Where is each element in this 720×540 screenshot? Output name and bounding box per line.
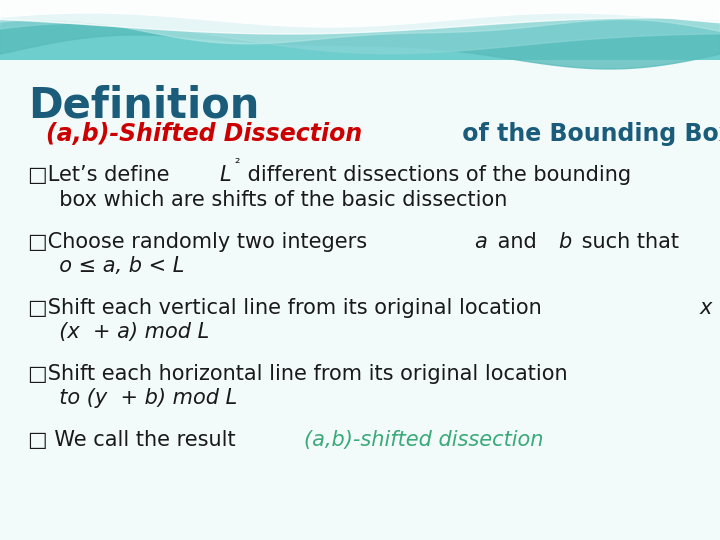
Text: □Shift each horizontal line from its original location: □Shift each horizontal line from its ori… <box>28 364 575 384</box>
Text: x: x <box>699 298 712 318</box>
Text: o ≤ a, b < L: o ≤ a, b < L <box>46 256 184 276</box>
Text: different dissections of the bounding: different dissections of the bounding <box>241 165 631 185</box>
Text: (a,b)-shifted dissection: (a,b)-shifted dissection <box>305 430 544 450</box>
Text: of the Bounding Box: of the Bounding Box <box>454 122 720 146</box>
Text: such that: such that <box>575 232 679 252</box>
Text: ²: ² <box>234 157 240 171</box>
Text: (x  + a) mod L: (x + a) mod L <box>46 322 210 342</box>
Text: Definition: Definition <box>28 85 259 127</box>
Text: b: b <box>558 232 572 252</box>
Text: L: L <box>219 165 230 185</box>
Text: (a,b)-Shifted Dissection: (a,b)-Shifted Dissection <box>46 122 362 146</box>
Text: □Let’s define: □Let’s define <box>28 165 176 185</box>
Text: □Shift each vertical line from its original location: □Shift each vertical line from its origi… <box>28 298 549 318</box>
Text: to (y  + b) mod L: to (y + b) mod L <box>46 388 238 408</box>
Text: and: and <box>490 232 543 252</box>
Text: box which are shifts of the basic dissection: box which are shifts of the basic dissec… <box>46 190 508 210</box>
FancyBboxPatch shape <box>0 0 720 60</box>
Text: to: to <box>716 298 720 318</box>
Text: a: a <box>474 232 487 252</box>
Text: □ We call the result: □ We call the result <box>28 430 242 450</box>
Text: □Choose randomly two integers: □Choose randomly two integers <box>28 232 374 252</box>
